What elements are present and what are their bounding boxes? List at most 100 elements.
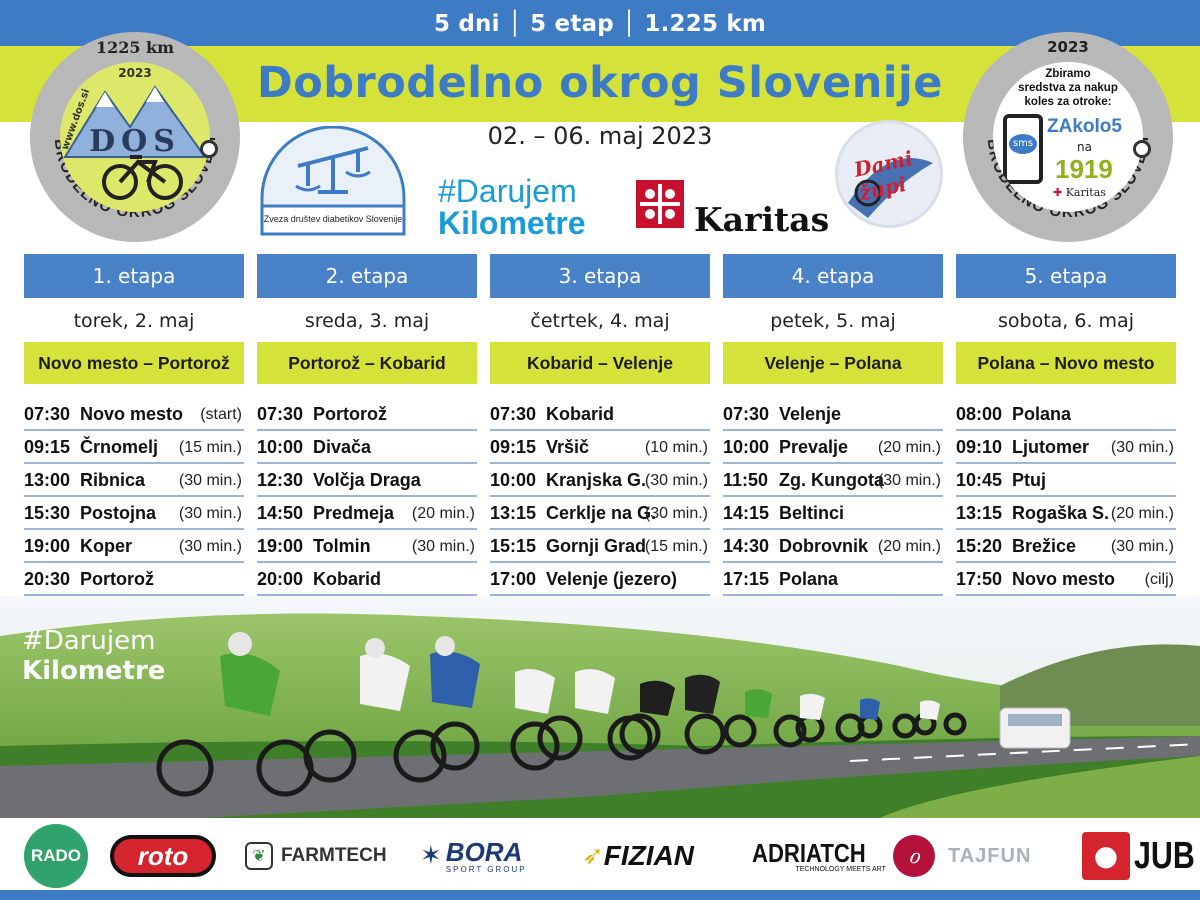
photo-hash-a: #Darujem	[22, 626, 156, 656]
row-time: 19:00	[257, 536, 304, 556]
row-time: 13:15	[956, 503, 1003, 523]
timetable-row: 14:15 Beltinci	[723, 497, 943, 530]
karitas-text: Karitas	[694, 200, 830, 239]
darujem-kilometre-logo: #Darujem Kilometre	[438, 175, 586, 241]
row-time: 09:15	[24, 437, 71, 457]
row-place: Polana	[779, 569, 839, 589]
row-time: 17:00	[490, 569, 537, 589]
row-time: 11:50	[723, 470, 769, 490]
row-place: Ribnica	[80, 470, 146, 490]
row-place: Ljutomer	[1012, 437, 1090, 457]
row-place: Dobrovnik	[779, 536, 869, 556]
row-place: Ptuj	[1012, 470, 1046, 490]
timetable-row: 13:15 Cerklje na G. (30 min.)	[490, 497, 710, 530]
photo-hash-b: Kilometre	[22, 656, 166, 686]
badge-left-year: 2023	[118, 66, 152, 80]
timetable-row: 09:15 Vršič (10 min.)	[490, 431, 710, 464]
stage-route: Novo mesto – Portorož	[24, 342, 244, 384]
stage-day: sobota, 6. maj	[998, 310, 1134, 332]
row-time: 07:30	[723, 404, 770, 424]
stage-column: 5. etapa sobota, 6. maj Polana – Novo mest…	[956, 254, 1176, 596]
timetable-row: 10:45 Ptuj	[956, 464, 1176, 497]
bora-text: BORA	[445, 836, 523, 867]
tagline: 5 dni │ 5 etap │ 1.225 km	[433, 11, 767, 37]
timetable-row: 20:30 Portorož	[24, 563, 244, 596]
stage-timetable: 07:30 Portorož 10:00 Divača 12:30 Volčja Drag…	[257, 398, 477, 596]
row-stop: (30 min.)	[178, 505, 242, 522]
row-time: 15:20	[956, 536, 1003, 556]
row-place: Tolmin	[313, 536, 371, 556]
row-stop: (20 min.)	[411, 505, 475, 522]
darujem-word: Kilometre	[438, 205, 586, 241]
row-place: Portorož	[313, 404, 387, 424]
timetable-row: 17:50 Novo mesto (cilj)	[956, 563, 1176, 596]
row-place: Brežice	[1012, 536, 1077, 556]
bora-sub: SPORT GROUP	[445, 864, 527, 874]
karitas-logo: Karitas	[636, 180, 829, 239]
stage-header: 1. etapa	[24, 254, 244, 298]
row-stop: (15 min.)	[644, 538, 708, 555]
row-stop: (20 min.)	[877, 439, 941, 456]
row-stop: (30 min.)	[1110, 538, 1174, 555]
dos-badge: DOBRODELNO OKROG SLOVENIJE 1225 km 2023 …	[30, 32, 240, 242]
stage-day: četrtek, 4. maj	[530, 310, 670, 332]
stage-day: sreda, 3. maj	[304, 310, 430, 332]
row-time: 09:10	[956, 437, 1003, 457]
row-place: Prevalje	[779, 437, 849, 457]
stage-column: 4. etapa petek, 5. maj Velenje – Polana 07:…	[723, 254, 943, 596]
row-place: Rogaška S.	[1012, 503, 1110, 523]
row-place: Gornji Grad	[546, 536, 647, 556]
cyclists-photo	[0, 596, 1200, 818]
stage-header: 2. etapa	[257, 254, 477, 298]
row-place: Cerklje na G.	[546, 503, 657, 523]
row-place: Koper	[80, 536, 133, 556]
stage-column: 2. etapa sreda, 3. maj Portorož – Kobarid 0…	[257, 254, 477, 596]
row-stop: (20 min.)	[877, 538, 941, 555]
row-time: 19:00	[24, 536, 71, 556]
photo-hashtag: #Darujem Kilometre	[22, 626, 165, 686]
row-stop: (10 min.)	[644, 439, 708, 456]
timetable-row: 09:10 Ljutomer (30 min.)	[956, 431, 1176, 464]
zds-logo: Zveza društev diabetikov Slovenije	[258, 125, 408, 238]
stage-column: 1. etapa torek, 2. maj Novo mesto – Portor…	[24, 254, 244, 596]
sms-badge: DOBRODELNO OKROG SLOVENIJE 2023 Zbiramo …	[963, 32, 1173, 242]
sponsor-fizian: ➶ FIZIAN	[582, 826, 694, 886]
row-place: Predmeja	[313, 503, 395, 523]
badge-arrow-icon	[200, 140, 218, 158]
timetable-row: 14:30 Dobrovnik (20 min.)	[723, 530, 943, 563]
row-stop: (30 min.)	[1110, 439, 1174, 456]
stage-timetable: 07:30 Kobarid 09:15 Vršič (10 min.) 10:00 Kran…	[490, 398, 710, 596]
row-stop: (30 min.)	[877, 472, 941, 489]
row-time: 17:15	[723, 569, 770, 589]
timetable-row: 07:30 Kobarid	[490, 398, 710, 431]
row-time: 13:15	[490, 503, 537, 523]
row-stop: (cilj)	[1144, 571, 1174, 588]
timetable-row: 17:00 Velenje (jezero)	[490, 563, 710, 596]
row-place: Novo mesto	[1012, 569, 1116, 589]
row-time: 20:30	[24, 569, 71, 589]
timetable-row: 15:30 Postojna (30 min.)	[24, 497, 244, 530]
sponsor-farmtech: ❦ FARMTECH	[245, 826, 387, 886]
timetable-row: 10:00 Kranjska G. (30 min.)	[490, 464, 710, 497]
timetable-row: 20:00 Kobarid	[257, 563, 477, 596]
timetable-row: 08:00 Polana	[956, 398, 1176, 431]
row-place: Divača	[313, 437, 372, 457]
row-stop: (start)	[200, 406, 242, 423]
timetable-row: 15:15 Gornji Grad (15 min.)	[490, 530, 710, 563]
row-place: Kobarid	[546, 404, 615, 424]
row-time: 07:30	[24, 404, 71, 424]
fizian-figure-icon: ➶	[582, 841, 604, 871]
stage-route: Kobarid – Velenje	[490, 342, 710, 384]
dos-logo: 2023 DOS	[60, 62, 210, 212]
sponsor-jub: ● JUB	[1082, 826, 1200, 886]
row-time: 13:00	[24, 470, 71, 490]
karitas-cross-icon	[636, 180, 684, 228]
sponsor-tajfun: TAJFUN	[948, 826, 1031, 886]
timetable-row: 12:30 Volčja Draga	[257, 464, 477, 497]
fizian-text: FIZIAN	[603, 840, 695, 871]
tajfun-text: TAJFUN	[948, 844, 1032, 867]
row-stop: (30 min.)	[644, 472, 708, 489]
stage-timetable: 07:30 Novo mesto (start) 09:15 Črnomelj (15 m…	[24, 398, 244, 596]
timetable-row: 10:00 Prevalje (20 min.)	[723, 431, 943, 464]
tagline-bar: 5 dni │ 5 etap │ 1.225 km	[0, 0, 1200, 46]
